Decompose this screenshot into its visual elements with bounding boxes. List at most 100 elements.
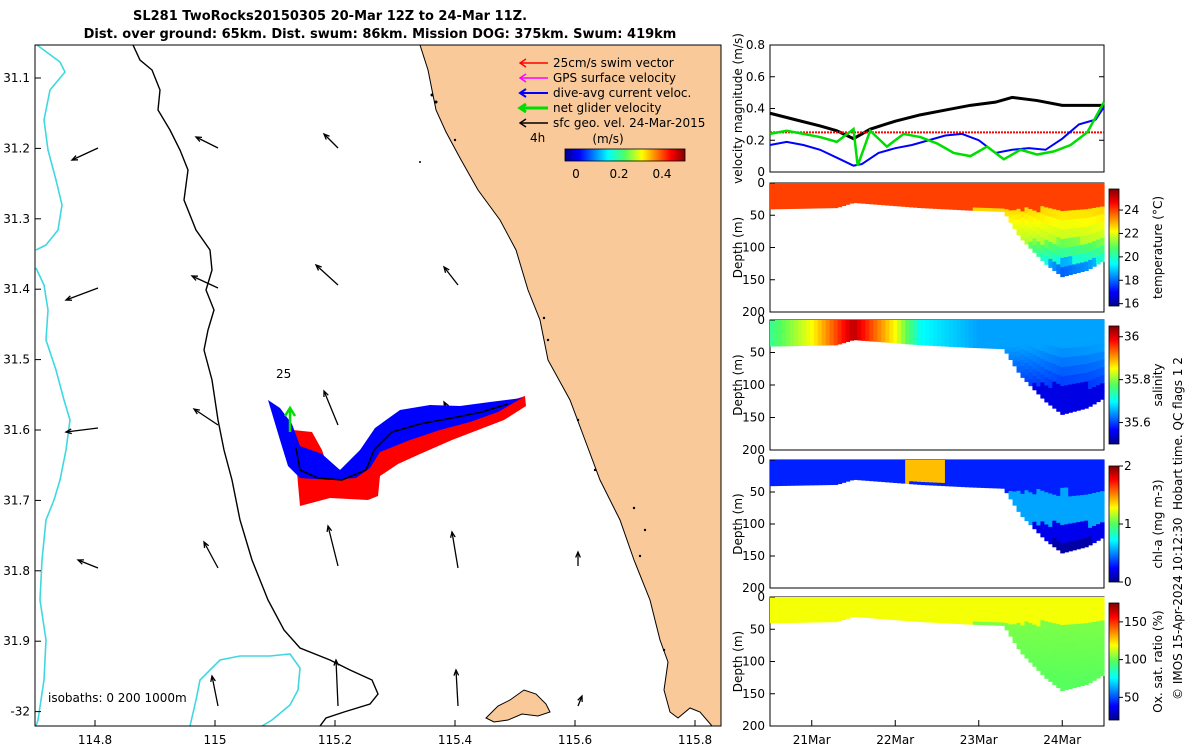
heatmap-cell [1028,196,1034,204]
heatmap-cell [849,322,855,325]
heatmap-cell [960,330,966,335]
heatmap-cell [853,186,859,190]
heatmap-cell [881,183,886,186]
heatmap-cell [1028,241,1034,249]
heatmap-cell [1024,344,1030,352]
heatmap-cell [980,599,986,604]
heatmap-cell [770,320,775,324]
heatmap-cell [785,612,791,616]
heatmap-cell [877,183,882,186]
heatmap-cell [976,470,982,475]
heatmap-cell [992,465,998,469]
heatmap-cell [972,204,978,209]
heatmap-cell [933,467,938,471]
heatmap-cell [1024,472,1030,479]
heatmap-cell [952,462,958,466]
heatmap-cell [948,597,954,601]
heatmap-cell [781,602,787,606]
heatmap-cell [964,478,970,482]
heatmap-cell [996,460,1002,464]
heatmap-cell [873,470,878,474]
heatmap-cell [881,330,886,334]
heatmap-cell [1040,327,1045,337]
heatmap-cell [813,330,819,334]
heatmap-cell [976,610,982,615]
heatmap-cell [821,183,827,187]
heatmap-cell [825,205,831,209]
heatmap-cell [956,599,962,603]
heatmap-cell [933,619,938,623]
heatmap-cell [893,322,898,326]
heatmap-cell [948,599,954,603]
heatmap-cell [913,204,918,208]
heatmap-cell [1084,355,1089,365]
heatmap-cell [829,334,835,338]
heatmap-cell [889,320,894,323]
heatmap-cell [929,479,934,483]
heatmap-cell [901,199,906,203]
heatmap-cell [952,597,958,601]
heatmap-cell [921,195,926,199]
heatmap-cell [801,612,807,616]
geostrophic-arrow-shaft [195,136,219,149]
heatmap-cell [1072,338,1077,348]
heatmap-cell [861,336,867,339]
heatmap-cell [1036,640,1041,649]
heatmap-cell [865,183,871,186]
heatmap-cell [972,339,978,343]
heatmap-cell [1060,681,1065,692]
heatmap-cell [1020,348,1026,355]
heatmap-cell [1048,250,1053,260]
heatmap-cell [972,333,978,338]
heatmap-cell [877,337,882,340]
heatmap-cell [1016,597,1022,603]
heatmap-cell [917,332,922,336]
heatmap-cell [785,183,791,187]
heatmap-cell [929,609,934,613]
heatmap-cell [825,339,831,343]
heatmap-cell [901,464,906,468]
heatmap-cell [972,185,978,190]
heatmap-cell [948,320,954,324]
heatmap-cell [980,602,986,606]
geostrophic-arrow-shaft [65,427,99,433]
heatmap-cell [770,195,775,200]
heatmap-cell [801,193,807,197]
heatmap-cell [964,481,970,485]
geostrophic-arrow [449,530,459,569]
heatmap-cell [877,195,882,199]
heatmap-cell [877,466,882,470]
heatmap-cell [1036,460,1041,468]
heatmap-cell [845,189,851,193]
heatmap-cell [1100,391,1105,400]
heatmap-cell [1048,518,1053,528]
heatmap-cell [889,200,894,204]
heatmap-cell [781,470,787,474]
heatmap-cell [964,191,970,195]
heatmap-cell [770,477,775,482]
heatmap-cell [909,329,914,333]
heatmap-cell [853,184,859,188]
heatmap-cell [968,341,974,346]
heatmap-cell [893,333,898,337]
map-y-tick-label: 31.4 [3,282,30,296]
heatmap-cell [913,471,918,475]
heatmap-cell [797,335,803,339]
heatmap-cell [964,460,970,464]
heatmap-cell [865,332,871,336]
heatmap-cell [1040,382,1045,391]
heatmap-cell [1072,633,1077,643]
heatmap-cell [996,325,1002,330]
heatmap-cell [1060,606,1065,617]
heatmap-cell [1048,485,1053,495]
heatmap-cell [1004,202,1010,207]
heatmap-cell [1068,670,1073,680]
heatmap-cell [925,619,930,623]
heatmap-cell [1012,196,1018,202]
heatmap-cell [952,325,958,329]
heatmap-cell [793,185,799,189]
heatmap-cell [1040,521,1045,530]
heatmap-cell [940,482,946,487]
heatmap-cell [921,604,926,608]
heatmap-cell [940,332,946,337]
